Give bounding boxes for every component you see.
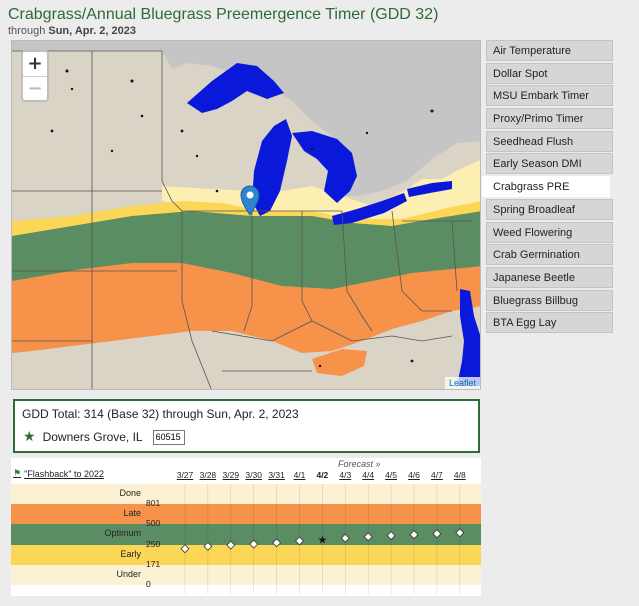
flashback-link[interactable]: ⚑ "Flashback" to 2022 [13, 469, 104, 479]
gdd-point [203, 541, 213, 551]
band-label: Optimum [104, 528, 141, 539]
threshold-value: 250 [146, 538, 161, 549]
map-late-blob [312, 349, 367, 376]
model-sidebar: Air Temperature Dollar Spot MSU Embark Tim… [482, 40, 613, 335]
gdd-total-text: GDD Total: 314 (Base 32) through Sun, Ap… [22, 407, 299, 421]
sidebar-item-seedhead-flush[interactable]: Seedhead Flush [486, 130, 613, 152]
sidebar-item-air-temperature[interactable]: Air Temperature [486, 40, 613, 61]
date-4-6[interactable]: 4/6 [408, 470, 420, 480]
gdd-summary-box: GDD Total: 314 (Base 32) through Sun, Ap… [13, 399, 480, 453]
date-4-7[interactable]: 4/7 [430, 470, 443, 480]
band-label: Under [116, 568, 141, 579]
page-title: Crabgrass/Annual Bluegrass Preemergence … [8, 6, 439, 23]
map-specks [50, 69, 434, 368]
band-late: Late [11, 504, 481, 525]
band-label: Early [120, 548, 141, 559]
flag-icon: ⚑ [13, 469, 22, 479]
sidebar-item-msu-embark-timer[interactable]: MSU Embark Timer [486, 85, 613, 107]
date-3-30[interactable]: 3/30 [245, 470, 262, 480]
zoom-in-button[interactable]: + [27, 53, 43, 74]
gdd-point [363, 532, 373, 542]
gdd-point [272, 538, 282, 548]
map-late-band [12, 263, 480, 353]
gdd-point [455, 528, 465, 538]
page-subtitle: through Sun, Apr. 2, 2023 [8, 24, 438, 38]
sidebar-item-proxy-primo-timer[interactable]: Proxy/Primo Timer [486, 108, 613, 130]
threshold-value: 801 [146, 498, 161, 509]
gdd-map[interactable]: + − Leaflet [11, 40, 481, 390]
date-4-3[interactable]: 4/3 [339, 470, 352, 480]
map-attribution-link[interactable]: Leaflet [444, 377, 480, 389]
lake-huron [292, 131, 357, 203]
star-icon: ★ [23, 429, 36, 445]
band-label: Late [123, 508, 141, 519]
sidebar-item-early-season-dmi[interactable]: Early Season DMI [486, 153, 613, 175]
stage-bands: Done Late Optimum Early Under ★ 801 500 250 171 0 [11, 484, 481, 594]
sidebar-item-bta-egg-lay[interactable]: BTA Egg Lay [486, 312, 613, 334]
map-graphic[interactable] [12, 41, 481, 390]
subtitle-date: Sun, Apr. 2, 2023 [48, 25, 137, 37]
gdd-point [340, 533, 350, 543]
band-label: Done [119, 488, 141, 499]
threshold-value: 0 [146, 579, 151, 589]
date-4-1[interactable]: 4/1 [293, 470, 306, 480]
threshold-value: 500 [146, 518, 161, 529]
band-under: Under [11, 564, 481, 585]
map-outside-region [12, 41, 480, 196]
lake-erie [332, 193, 407, 225]
date-3-28[interactable]: 3/28 [199, 470, 217, 480]
sidebar-item-bluegrass-billbug[interactable]: Bluegrass Billbug [486, 289, 613, 311]
forecast-label: Forecast » [338, 459, 381, 469]
date-4-4[interactable]: 4/4 [362, 470, 375, 480]
sidebar-item-crab-germination[interactable]: Crab Germination [486, 244, 613, 266]
sidebar-item-weed-flowering[interactable]: Weed Flowering [486, 221, 613, 243]
gdd-point [294, 536, 305, 546]
band-optimum: Optimum [11, 524, 481, 545]
page-header: Crabgrass/Annual Bluegrass Preemergence … [8, 6, 438, 38]
map-optimum-band [12, 211, 480, 291]
sidebar-item-spring-broadleaf[interactable]: Spring Broadleaf [486, 198, 613, 220]
lake-superior [187, 63, 284, 113]
atlantic-ocean [457, 289, 480, 386]
threshold-value: 171 [146, 558, 161, 569]
zoom-out-button[interactable]: − [23, 76, 47, 100]
flashback-label: "Flashback" to 2022 [24, 469, 105, 479]
gdd-point [226, 540, 236, 550]
date-3-27[interactable]: 3/27 [176, 470, 194, 480]
location-row: ★ Downers Grove, IL [23, 429, 185, 445]
date-3-31[interactable]: 3/31 [268, 470, 285, 480]
location-name: Downers Grove, IL [42, 430, 143, 444]
band-early: Early [11, 544, 481, 565]
gdd-point [249, 539, 259, 549]
date-row: 3/27 3/28 3/29 3/30 3/31 4/1 4/2 4/3 4/4 4/5 4/6 4/… [11, 470, 481, 482]
today-point-star-icon: ★ [317, 533, 327, 546]
date-3-29[interactable]: 3/29 [222, 470, 240, 480]
gdd-point [180, 544, 190, 554]
gdd-point [386, 531, 396, 541]
zoom-control: + − [21, 50, 49, 102]
gdd-timeline: ⚑ "Flashback" to 2022 Forecast » 3/27 3/2… [11, 458, 481, 596]
zip-input[interactable] [152, 429, 185, 445]
gdd-point [409, 530, 419, 540]
subtitle-prefix: through [8, 25, 46, 37]
lake-ontario [407, 181, 452, 197]
date-4-8[interactable]: 4/8 [453, 470, 466, 480]
sidebar-item-dollar-spot[interactable]: Dollar Spot [486, 62, 613, 84]
location-marker-icon[interactable] [240, 185, 260, 216]
date-4-2[interactable]: 4/2 [316, 470, 329, 480]
band-done: Done [11, 484, 481, 505]
date-4-5[interactable]: 4/5 [385, 470, 397, 480]
sidebar-item-japanese-beetle[interactable]: Japanese Beetle [486, 266, 613, 288]
lake-michigan [252, 119, 292, 216]
gdd-points: ★ [180, 484, 465, 594]
sidebar-item-crabgrass-pre[interactable]: Crabgrass PRE [482, 176, 610, 198]
gdd-point [432, 529, 442, 539]
